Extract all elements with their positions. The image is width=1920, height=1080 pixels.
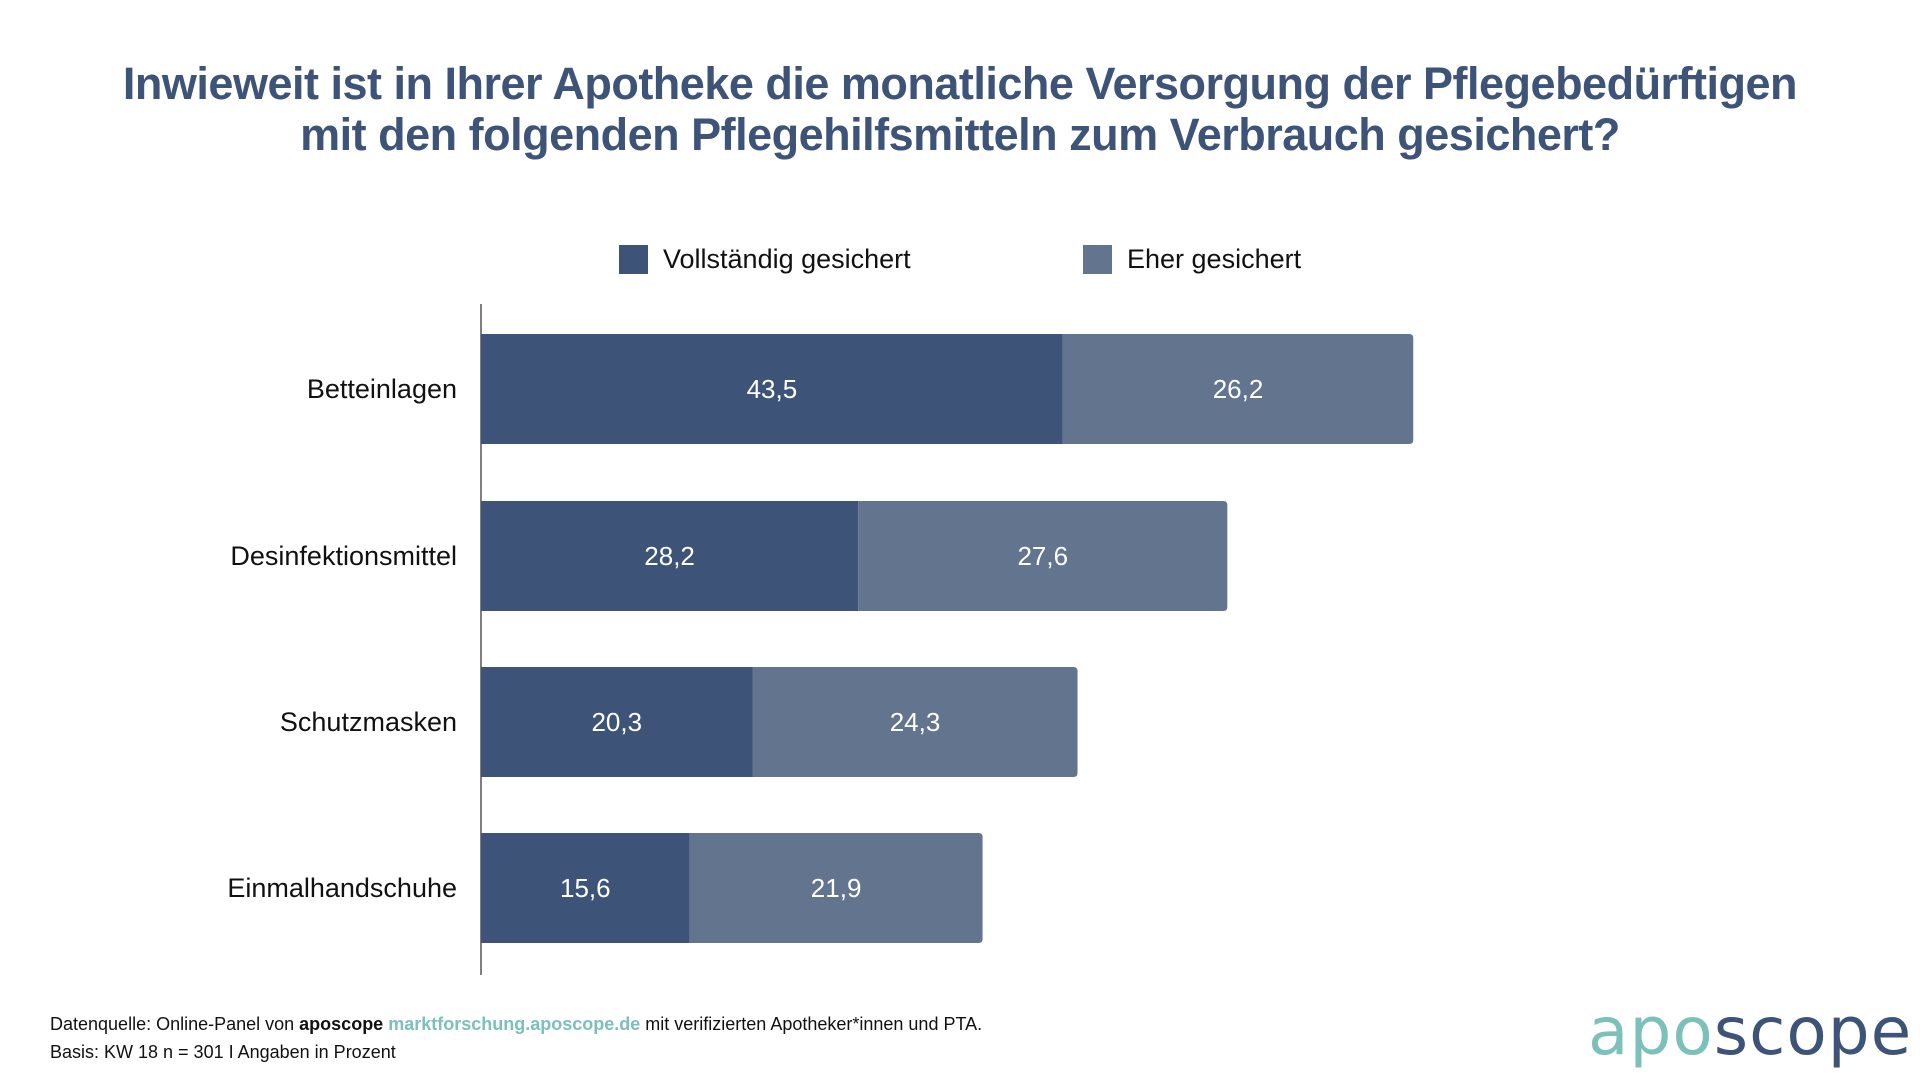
data-label: 27,6 bbox=[1017, 541, 1068, 571]
legend-label-vollstaendig: Vollständig gesichert bbox=[663, 244, 911, 274]
category-label: Schutzmasken bbox=[280, 707, 457, 737]
data-label: 15,6 bbox=[560, 873, 611, 903]
logo-part-apo: apo bbox=[1588, 993, 1714, 1070]
footer-link[interactable]: marktforschung.aposcope.de bbox=[388, 1014, 641, 1034]
legend-item-eher: Eher gesichert bbox=[1083, 244, 1301, 275]
category-label: Betteinlagen bbox=[307, 374, 457, 404]
data-label: 24,3 bbox=[890, 707, 941, 737]
footer: Datenquelle: Online-Panel von aposcope m… bbox=[50, 1010, 982, 1066]
bar-segment-eher bbox=[689, 833, 983, 943]
category-label: Einmalhandschuhe bbox=[227, 873, 457, 903]
aposcope-logo: aposcope bbox=[1588, 992, 1912, 1072]
legend: Vollständig gesichert Eher gesichert bbox=[0, 244, 1920, 278]
data-label: 28,2 bbox=[644, 541, 695, 571]
legend-swatch-vollstaendig bbox=[619, 245, 648, 274]
footer-source: Datenquelle: Online-Panel von aposcope m… bbox=[50, 1010, 982, 1038]
footer-basis: Basis: KW 18 n = 301 I Angaben in Prozen… bbox=[50, 1042, 396, 1062]
bar-segment-vollstaendig bbox=[481, 833, 690, 943]
footer-brand: aposcope bbox=[299, 1014, 384, 1034]
data-label: 43,5 bbox=[747, 374, 798, 404]
data-label: 21,9 bbox=[811, 873, 862, 903]
data-label: 20,3 bbox=[591, 707, 642, 737]
bar-segment-eher bbox=[1062, 334, 1414, 444]
legend-swatch-eher bbox=[1083, 245, 1112, 274]
category-label: Desinfektionsmittel bbox=[230, 541, 457, 571]
chart-title-line-1: Inwieweit ist in Ihrer Apotheke die mona… bbox=[122, 58, 1798, 109]
footer-source-suffix: mit verifizierten Apotheker*innen und PT… bbox=[640, 1014, 983, 1034]
logo-part-scope: scope bbox=[1713, 993, 1913, 1070]
bar-segment-eher bbox=[858, 501, 1228, 611]
bar-segment-vollstaendig bbox=[481, 334, 1063, 444]
footer-source-prefix: Datenquelle: Online-Panel von bbox=[50, 1014, 300, 1034]
bar-segment-vollstaendig bbox=[481, 501, 859, 611]
bar-segment-eher bbox=[752, 667, 1078, 777]
chart-title: Inwieweit ist in Ihrer Apotheke die mona… bbox=[0, 58, 1920, 160]
legend-item-vollstaendig: Vollständig gesichert bbox=[619, 244, 911, 275]
bar-segment-vollstaendig bbox=[481, 667, 753, 777]
legend-label-eher: Eher gesichert bbox=[1127, 244, 1302, 274]
chart-title-line-2: mit den folgenden Pflegehilfsmitteln zum… bbox=[300, 109, 1620, 160]
data-label: 26,2 bbox=[1213, 374, 1264, 404]
